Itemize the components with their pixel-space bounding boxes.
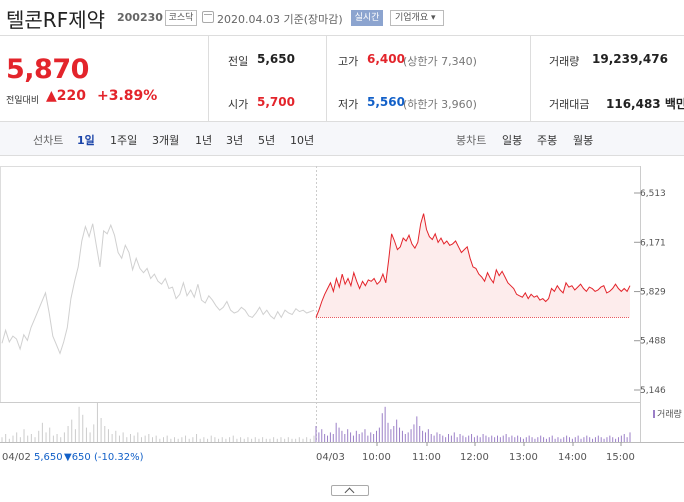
trade-value: 116,483 백만 [606, 97, 684, 111]
tab-1day[interactable]: 1일 [77, 134, 95, 147]
current-price: 5,870 [6, 54, 89, 85]
lower-limit: (하한가 3,960) [403, 98, 477, 111]
tab-10year[interactable]: 10년 [290, 134, 315, 147]
volume-legend-swatch [653, 410, 655, 418]
open-label: 시가 [228, 98, 249, 111]
low-value: 5,560 [367, 95, 405, 109]
stock-header: 텔콘RF제약 200230 코스닥 2020.04.03 기준(장마감) 실시간… [0, 0, 684, 36]
change-percent: +3.89% [97, 88, 158, 104]
change-amount: ▲220 [46, 88, 86, 104]
tab-daily-candle[interactable]: 일봉 [502, 134, 523, 147]
volume-label: 거래량 [549, 55, 580, 68]
scroll-up-button[interactable] [331, 485, 369, 496]
y-tick-label: 6,171 [640, 238, 666, 248]
tab-1week[interactable]: 1주일 [110, 134, 138, 147]
y-tick-label: 5,829 [640, 288, 666, 298]
reference-date: 2020.04.03 기준(장마감) [217, 13, 343, 26]
tab-5year[interactable]: 5년 [258, 134, 276, 147]
volume-value: 19,239,476 [592, 52, 668, 66]
y-tick-label: 5,488 [640, 337, 666, 347]
tab-3year[interactable]: 3년 [226, 134, 244, 147]
candle-chart-heading: 봉차트 [456, 134, 487, 147]
divider [326, 36, 327, 122]
x-tick-label: 14:00 [558, 452, 587, 463]
line-chart-heading: 선차트 [33, 134, 64, 147]
divider [530, 36, 531, 122]
price-chart: 6,513 6,171 5,829 5,488 5,146 거래량 04/02 04/03 10… [0, 166, 684, 463]
high-value: 6,400 [367, 52, 405, 66]
change-label: 전일대비 [6, 96, 40, 106]
stock-code: 200230 [117, 11, 163, 24]
upper-limit: (상한가 7,340) [403, 55, 477, 68]
tab-weekly-candle[interactable]: 주봉 [537, 134, 558, 147]
prev-day-change: ▼650 (-10.32%) [64, 452, 144, 463]
x-tick-label: 04/03 [316, 452, 345, 463]
series-prev-day-line [1, 223, 315, 355]
y-tick-label: 5,146 [640, 386, 666, 396]
x-tick-label: 12:00 [460, 452, 489, 463]
price-summary: 5,870 전일대비 ▲220 +3.89% 전일 5,650 시가 5,700… [0, 36, 684, 122]
tab-3month[interactable]: 3개월 [152, 134, 180, 147]
high-label: 고가 [338, 55, 359, 68]
y-tick-label: 6,513 [640, 189, 666, 199]
volume-legend-label: 거래량 [657, 408, 682, 420]
x-tick-label: 15:00 [606, 452, 635, 463]
series-today-line [315, 213, 631, 318]
trade-value-label: 거래대금 [549, 98, 590, 111]
x-tick-label: 11:00 [412, 452, 441, 463]
x-tick-label: 10:00 [362, 452, 391, 463]
low-label: 저가 [338, 98, 359, 111]
realtime-button[interactable]: 실시간 [351, 10, 383, 26]
prev-day-close: 5,650 [34, 452, 63, 463]
chart-frame [0, 166, 641, 403]
series-today-area [316, 213, 630, 318]
tab-monthly-candle[interactable]: 월봉 [573, 134, 594, 147]
company-info-dropdown[interactable]: 기업개요 ▾ [390, 10, 444, 26]
market-badge: 코스닥 [165, 10, 197, 26]
prev-close-label: 전일 [228, 55, 249, 68]
divider [208, 36, 209, 122]
x-tick-label: 13:00 [509, 452, 538, 463]
calendar-icon [202, 11, 214, 23]
prev-close-value: 5,650 [257, 52, 295, 66]
x-tick-label: 04/02 [2, 452, 31, 463]
open-value: 5,700 [257, 95, 295, 109]
stock-name: 텔콘RF제약 [6, 8, 106, 32]
chart-tabs: 선차트 1일 1주일 3개월 1년 3년 5년 10년 봉차트 일봉 주봉 월봉 [0, 122, 684, 156]
tab-1year[interactable]: 1년 [195, 134, 213, 147]
